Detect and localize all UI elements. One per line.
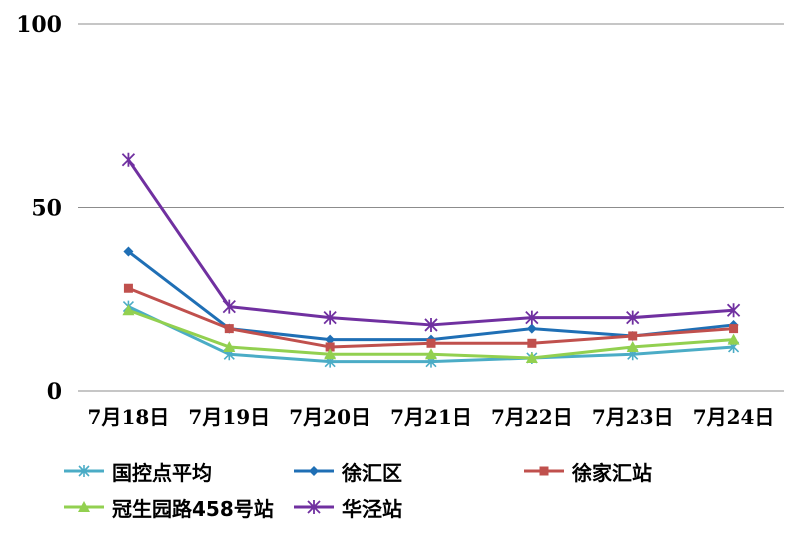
series-2-point-2 [325,342,335,352]
series-3-point-0 [122,304,135,316]
legend-swatch-0 [64,465,104,477]
y-axis-ticks: 0 50 100 [16,12,62,405]
x-tick-label-5: 7月23日 [592,405,674,429]
legend-item-0: 国控点平均 [62,456,212,486]
series-4-point-3 [424,317,438,332]
x-tick-label-0: 7月18日 [88,405,170,429]
legend-swatch-4 [294,500,334,514]
series-2-point-0 [123,283,133,293]
series-1-point-0 [123,246,134,257]
legend-item-1: 徐汇区 [292,456,402,486]
legend-swatch-1 [294,466,334,476]
series-2-point-6 [729,324,739,334]
legend-item-2: 徐家汇站 [522,456,652,486]
legend-label-4: 华泾站 [342,496,402,521]
series-1-point-4 [526,323,537,334]
series-line-4 [127,158,734,327]
x-tick-label-2: 7月20日 [289,405,371,429]
legend: 国控点平均 徐汇区 徐家汇站 冠生园路458号站 华泾站 [0,450,803,540]
series-3-point-1 [223,340,236,352]
legend-label-0: 国控点平均 [112,460,212,485]
x-axis-ticks: 7月18日 7月19日 7月20日 7月21日 7月22日 7月23日 7月24日 [88,405,775,429]
legend-label-1: 徐汇区 [342,460,402,485]
series-4-point-6 [726,303,741,318]
gridlines [78,23,784,392]
x-tick-label-6: 7月24日 [693,405,775,429]
series-4-point-0 [121,152,136,167]
series-3-point-4 [525,351,538,363]
series-3-point-5 [626,340,639,352]
legend-swatch-marker-0 [78,465,90,477]
legend-swatch-3 [64,501,104,512]
series-4-point-5 [626,310,640,325]
series-2-point-4 [527,338,537,348]
legend-label-2: 徐家汇站 [572,460,652,485]
series-4-point-1 [222,299,236,314]
legend-swatch-2 [524,466,564,476]
series-3-point-3 [425,348,437,360]
y-tick-label-2: 100 [16,12,62,38]
legend-swatch-marker-1 [309,466,319,476]
series-2-point-3 [426,338,436,348]
x-tick-label-1: 7月19日 [188,405,270,429]
legend-label-3: 冠生园路458号站 [112,496,274,521]
series-1-point-2 [325,334,336,345]
series-2 [123,283,739,352]
x-tick-label-3: 7月21日 [390,405,472,429]
legend-item-4: 华泾站 [292,492,402,522]
series-4 [121,152,741,332]
x-tick-label-4: 7月22日 [491,405,573,429]
y-tick-label-1: 50 [31,196,62,222]
legend-item-3: 冠生园路458号站 [62,492,274,522]
y-tick-label-0: 0 [47,379,62,405]
series-0 [122,300,740,368]
series-lines [121,152,741,368]
series-3 [122,304,740,363]
legend-swatch-marker-3 [78,501,90,512]
series-2-point-1 [224,324,234,334]
series-3-point-2 [324,348,337,360]
series-2-point-5 [628,331,638,341]
line-chart: 0 50 100 7月18日 7月19日 7月20日 7月21日 7月22日 7月23日 7月2… [16,12,784,429]
legend-swatch-marker-2 [539,466,549,476]
series-3-point-6 [727,333,740,345]
series-4-point-4 [525,310,539,325]
series-4-point-2 [323,310,337,325]
legend-swatch-marker-4 [307,500,321,514]
